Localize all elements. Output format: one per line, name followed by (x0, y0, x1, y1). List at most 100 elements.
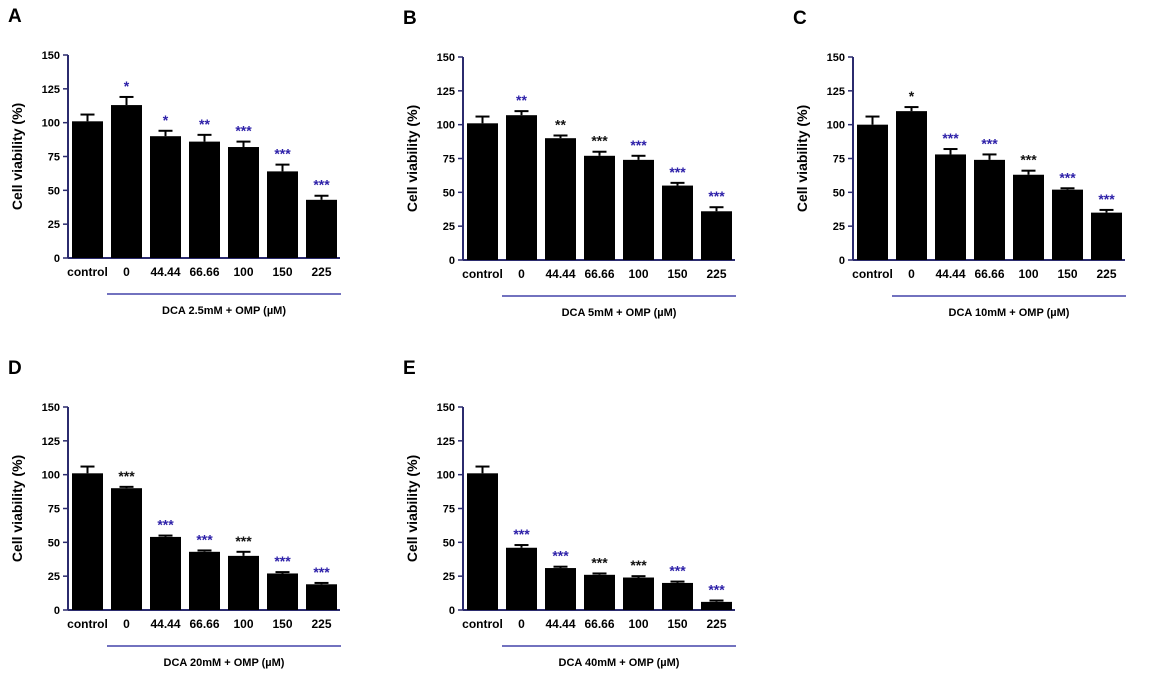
category-label: 0 (908, 267, 915, 281)
significance-label: *** (591, 554, 608, 570)
chart-svg-a: A Cell viability (%) 0 25 50 75 100 125 150 contr… (8, 6, 341, 317)
bar (150, 136, 181, 258)
y-tick-label: 50 (48, 185, 60, 197)
bar (857, 124, 888, 261)
y-axis-title: Cell viability (%) (404, 455, 420, 562)
y-axis-title: Cell viability (%) (9, 455, 25, 562)
category-label: 225 (706, 617, 726, 631)
category-label: control (462, 267, 503, 281)
chart-panel-d: D Cell viability (%) 0 25 50 75 100 125 150 contr… (0, 352, 380, 682)
bar (506, 547, 537, 610)
y-tick-label: 75 (443, 504, 455, 516)
y-tick-label: 50 (443, 537, 455, 549)
category-label: control (67, 265, 108, 279)
significance-label: *** (630, 137, 647, 153)
y-tick-label: 0 (449, 255, 455, 267)
significance-label: *** (1059, 169, 1076, 185)
significance-label: * (163, 112, 169, 128)
significance-label: *** (513, 526, 530, 542)
panel-label: A (8, 6, 22, 27)
y-tick-label: 100 (437, 120, 455, 132)
category-label: 66.66 (974, 267, 1004, 281)
significance-label: *** (981, 135, 998, 151)
bar (72, 473, 103, 610)
category-label: 66.66 (584, 267, 614, 281)
significance-label: *** (157, 517, 174, 533)
significance-label: *** (630, 557, 647, 573)
category-label: 66.66 (189, 617, 219, 631)
category-label: 0 (123, 265, 130, 279)
significance-label: * (124, 78, 130, 94)
y-tick-label: 125 (437, 436, 455, 448)
group-label: DCA 10mM + OMP (µM) (949, 307, 1070, 319)
chart-panel-b: B Cell viability (%) 0 25 50 75 100 125 150 contr… (395, 2, 775, 332)
category-label: 225 (706, 267, 726, 281)
y-tick-label: 100 (827, 120, 845, 132)
significance-label: *** (235, 123, 252, 139)
category-label: 100 (628, 267, 648, 281)
chart-svg-c: C Cell viability (%) 0 25 50 75 100 125 150 contr… (793, 8, 1126, 319)
bar (1091, 212, 1122, 260)
y-tick-label: 0 (449, 605, 455, 617)
significance-label: ** (199, 116, 210, 132)
category-label: 0 (123, 617, 130, 631)
y-tick-label: 0 (839, 255, 845, 267)
y-tick-label: 0 (54, 253, 60, 265)
significance-label: *** (313, 564, 330, 580)
y-tick-label: 100 (42, 118, 60, 130)
category-label: 150 (667, 617, 687, 631)
significance-label: *** (274, 146, 291, 162)
bar (72, 121, 103, 259)
bar (701, 211, 732, 260)
category-label: 225 (311, 265, 331, 279)
significance-label: *** (942, 130, 959, 146)
panel-label: C (793, 8, 807, 29)
bar (189, 141, 220, 258)
category-label: 150 (1057, 267, 1077, 281)
bar (662, 582, 693, 610)
category-label: 150 (272, 617, 292, 631)
y-tick-label: 150 (827, 52, 845, 64)
bar (662, 185, 693, 260)
category-label: 150 (667, 267, 687, 281)
bar (506, 115, 537, 261)
bar (467, 473, 498, 610)
y-tick-label: 75 (48, 504, 60, 516)
bar (189, 551, 220, 610)
y-tick-label: 150 (437, 52, 455, 64)
y-tick-label: 50 (48, 537, 60, 549)
category-label: 0 (518, 617, 525, 631)
y-tick-label: 100 (42, 470, 60, 482)
y-tick-label: 150 (437, 402, 455, 414)
significance-label: * (909, 88, 915, 104)
category-label: 100 (233, 265, 253, 279)
bar (267, 171, 298, 258)
y-tick-label: 25 (48, 571, 60, 583)
bar (545, 138, 576, 260)
chart-svg-b: B Cell viability (%) 0 25 50 75 100 125 150 contr… (403, 8, 736, 319)
bar (623, 577, 654, 610)
significance-label: *** (235, 533, 252, 549)
y-axis-title: Cell viability (%) (794, 105, 810, 212)
category-label: control (852, 267, 893, 281)
y-tick-label: 125 (437, 86, 455, 98)
bar (467, 123, 498, 261)
y-tick-label: 25 (833, 221, 845, 233)
panel-label: D (8, 358, 22, 379)
bar (306, 199, 337, 258)
bar (228, 147, 259, 258)
significance-label: *** (669, 164, 686, 180)
bar (974, 159, 1005, 260)
bar (584, 155, 615, 260)
bar (701, 601, 732, 610)
category-label: 66.66 (189, 265, 219, 279)
significance-label: *** (1098, 191, 1115, 207)
significance-label: *** (552, 548, 569, 564)
group-label: DCA 2.5mM + OMP (µM) (162, 305, 286, 317)
chart-panel-c: C Cell viability (%) 0 25 50 75 100 125 150 contr… (785, 2, 1165, 332)
y-axis-title: Cell viability (%) (9, 103, 25, 210)
y-tick-label: 25 (443, 571, 455, 583)
y-tick-label: 150 (42, 50, 60, 62)
chart-panel-a: A Cell viability (%) 0 25 50 75 100 125 150 contr… (0, 0, 380, 330)
y-tick-label: 75 (443, 154, 455, 166)
